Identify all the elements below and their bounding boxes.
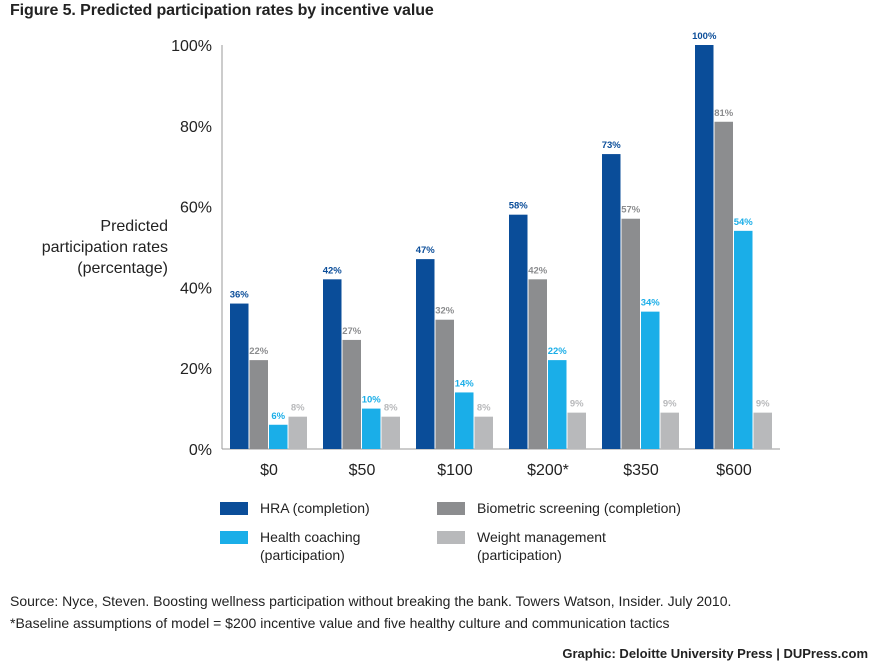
x-tick-label: $200* xyxy=(527,462,569,479)
bar xyxy=(602,154,621,449)
bar xyxy=(548,360,567,449)
y-tick-label: 0% xyxy=(189,442,212,459)
data-label: 6% xyxy=(271,411,285,422)
bar xyxy=(269,424,288,449)
y-tick-label: 20% xyxy=(180,361,212,378)
data-label: 9% xyxy=(570,399,584,410)
y-tick-label: 60% xyxy=(180,200,212,217)
data-label: 8% xyxy=(291,403,305,414)
bar xyxy=(288,416,307,449)
bar xyxy=(230,303,249,449)
x-tick-label: $50 xyxy=(349,462,376,479)
chart-title: Figure 5. Predicted participation rates … xyxy=(10,2,434,19)
bar xyxy=(381,416,400,449)
source-line: Source: Nyce, Steven. Boosting wellness … xyxy=(10,593,732,609)
data-label: 8% xyxy=(477,403,491,414)
bar xyxy=(249,360,268,449)
bar xyxy=(474,416,493,449)
data-label: 9% xyxy=(663,399,677,410)
bar xyxy=(435,319,454,449)
y-tick-label: 80% xyxy=(180,119,212,136)
bar xyxy=(641,311,660,449)
y-axis-label-line: (percentage) xyxy=(77,260,168,277)
x-tick-label: $100 xyxy=(437,462,473,479)
data-label: 34% xyxy=(641,298,661,309)
bar xyxy=(753,412,772,449)
data-label: 22% xyxy=(249,346,269,357)
bar xyxy=(621,218,640,449)
bar xyxy=(528,279,547,449)
data-label: 42% xyxy=(528,265,548,276)
x-tick-label: $600 xyxy=(716,462,752,479)
bar xyxy=(695,45,714,449)
x-tick-label: $350 xyxy=(623,462,659,479)
data-label: 9% xyxy=(756,399,770,410)
bar xyxy=(734,230,753,449)
data-label: 36% xyxy=(230,290,250,301)
y-axis-label-line: participation rates xyxy=(41,239,168,256)
data-label: 81% xyxy=(714,108,734,119)
y-axis-label-line: Predicted xyxy=(100,218,168,235)
data-label: 22% xyxy=(548,346,568,357)
data-label: 47% xyxy=(416,245,436,256)
data-label: 27% xyxy=(342,326,362,337)
bar xyxy=(416,259,435,449)
data-label: 8% xyxy=(384,403,398,414)
y-tick-label: 100% xyxy=(171,38,212,55)
bar xyxy=(455,392,474,449)
data-label: 57% xyxy=(621,205,641,216)
bar xyxy=(509,214,528,449)
y-tick-label: 40% xyxy=(180,280,212,297)
data-label: 32% xyxy=(435,306,455,317)
data-label: 73% xyxy=(602,140,622,151)
data-label: 100% xyxy=(692,31,717,42)
data-label: 42% xyxy=(323,265,343,276)
data-label: 54% xyxy=(734,217,754,228)
bar xyxy=(323,279,342,449)
bar-chart: 0%20%40%60%80%100%36%22%6%8%$042%27%10%8… xyxy=(171,31,780,479)
bar xyxy=(362,408,381,449)
graphic-credit: Graphic: Deloitte University Press | DUP… xyxy=(562,646,868,661)
bar xyxy=(660,412,679,449)
bar xyxy=(342,339,361,449)
y-axis-label: Predicted participation rates (percentag… xyxy=(8,216,168,279)
bar xyxy=(567,412,586,449)
data-label: 10% xyxy=(362,395,382,406)
bar xyxy=(714,121,733,449)
source-note: Source: Nyce, Steven. Boosting wellness … xyxy=(10,590,731,634)
footnote-line: *Baseline assumptions of model = $200 in… xyxy=(10,615,670,631)
data-label: 58% xyxy=(509,201,529,212)
x-tick-label: $0 xyxy=(260,462,278,479)
data-label: 14% xyxy=(455,378,475,389)
